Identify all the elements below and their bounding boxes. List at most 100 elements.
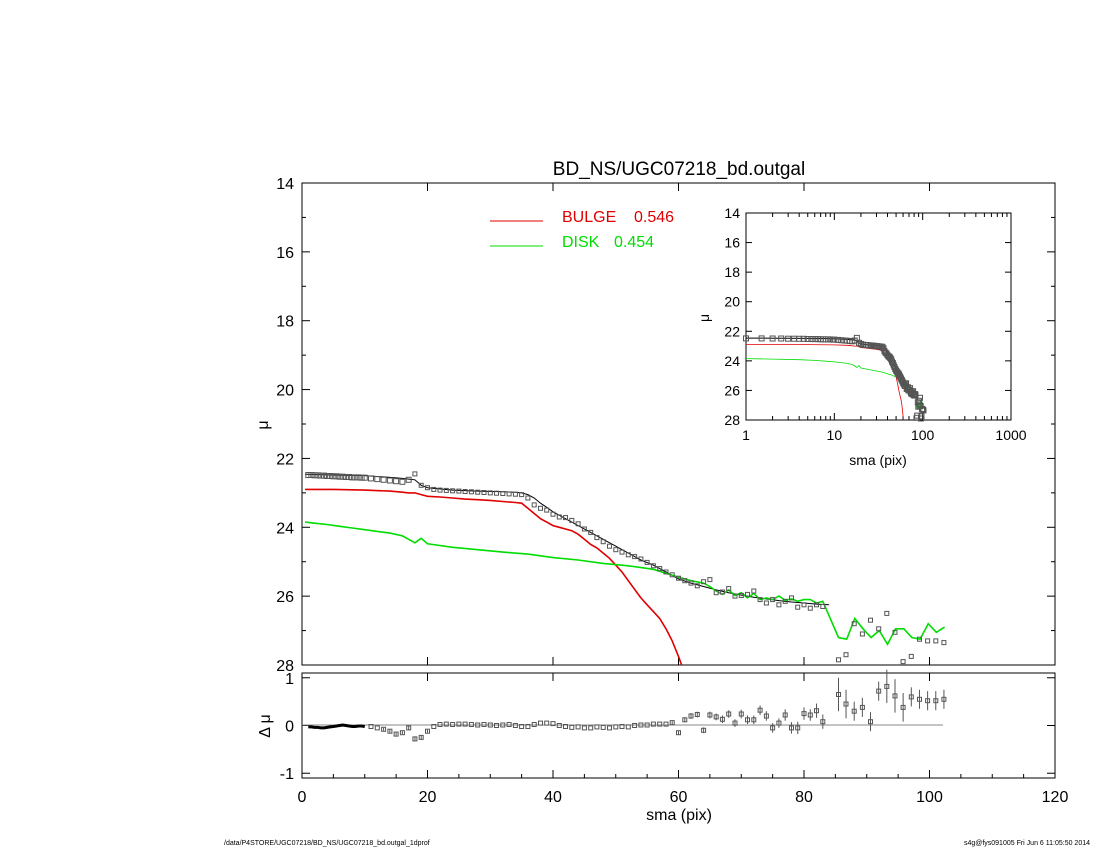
inset-data-point [800, 335, 807, 342]
residual-point [868, 719, 873, 725]
data-point [437, 487, 443, 493]
residual-point [500, 722, 506, 728]
data-point [481, 490, 487, 495]
inset-data-point [835, 336, 841, 343]
data-point [346, 474, 353, 480]
data-point [900, 659, 906, 665]
inset-data-point [917, 394, 923, 401]
data-point [807, 605, 813, 611]
residual-point [782, 712, 788, 718]
data-point [393, 478, 400, 485]
data-point [333, 473, 340, 480]
legend: BULGE 0.546 DISK 0.454 [490, 209, 674, 251]
residual-point [487, 722, 493, 728]
data-point [594, 535, 600, 541]
series-line-model [305, 473, 830, 606]
data-point [311, 472, 318, 479]
residual-point [625, 724, 631, 730]
residual-point [757, 707, 763, 713]
residual-point [663, 721, 669, 727]
data-point [352, 474, 359, 481]
inset-x-tick-label: 1 [742, 427, 750, 443]
data-point [933, 638, 939, 644]
data-point [330, 473, 337, 480]
data-point [763, 600, 769, 606]
residual-point [550, 721, 556, 727]
residual-point [745, 717, 750, 723]
data-point [475, 489, 481, 495]
legend-disk-label: DISK [562, 234, 600, 251]
data-point [431, 486, 437, 492]
residual-point [393, 731, 399, 737]
residual-y-tick-label: 0 [285, 719, 294, 736]
data-point [613, 547, 619, 553]
legend-bulge-label: BULGE [562, 209, 616, 226]
data-point [676, 575, 681, 581]
residual-x-tick-label: 80 [795, 789, 813, 806]
residual-point [481, 722, 487, 727]
residual-inner-curve [308, 723, 366, 730]
residual-point [719, 716, 725, 722]
residual-point [776, 720, 782, 726]
residual-point [859, 704, 865, 710]
inset-data-point [808, 336, 815, 342]
residual-point [506, 722, 512, 727]
residual-x-tick-label: 40 [544, 789, 562, 806]
data-point [569, 517, 575, 523]
data-point [814, 602, 819, 608]
data-point [663, 569, 669, 575]
residual-point [789, 725, 794, 731]
data-point [657, 566, 663, 572]
residual-point [519, 724, 525, 729]
residual-point [600, 724, 606, 730]
data-point [399, 478, 406, 485]
data-point [694, 583, 700, 589]
data-point [682, 578, 688, 584]
main-y-tick-label: 16 [276, 245, 294, 262]
data-point [327, 473, 334, 479]
data-point [525, 495, 531, 501]
data-point [581, 526, 587, 532]
main-y-tick-label: 14 [276, 176, 294, 193]
data-point [500, 491, 506, 496]
residual-y-tick-label: 1 [285, 671, 294, 688]
data-point [538, 505, 543, 511]
footer-file-path: /data/P4STORE/UGC07218/BD_NS/UGC07218_bd… [224, 840, 430, 847]
residual-point [538, 720, 543, 726]
data-point [314, 472, 321, 479]
residual-point [475, 722, 481, 728]
data-point [795, 604, 801, 610]
data-point [556, 514, 562, 520]
inset-y-tick-label: 26 [724, 382, 740, 398]
inset-data-point [785, 335, 792, 342]
residual-point [525, 724, 531, 729]
residual-point [726, 711, 732, 717]
data-point [418, 482, 424, 488]
residual-point [613, 724, 619, 730]
data-point [336, 473, 343, 480]
residual-point [374, 725, 380, 731]
inset-data-point [856, 339, 862, 346]
residual-point [884, 683, 890, 689]
main-profile-panel: BD_NS/UGC07218_bd.outgal 14 16 18 20 22 24 26 2… [255, 159, 1056, 675]
residual-point [650, 721, 656, 727]
data-point [820, 604, 826, 609]
residual-point [701, 727, 707, 733]
data-point [669, 572, 675, 578]
residual-point [820, 719, 826, 725]
residual-data-points [308, 669, 947, 742]
legend-disk-value: 0.454 [614, 234, 654, 251]
residual-point [876, 688, 882, 694]
inset-data-point [918, 413, 925, 420]
data-point [644, 559, 650, 565]
residual-point [814, 708, 819, 714]
residual-point [836, 692, 841, 697]
data-point [941, 640, 947, 646]
residual-point [607, 725, 612, 731]
data-point [494, 490, 499, 496]
inset-y-tick-label: 24 [724, 353, 740, 369]
data-point [531, 502, 537, 508]
data-point [770, 597, 776, 603]
residual-point [732, 720, 738, 726]
